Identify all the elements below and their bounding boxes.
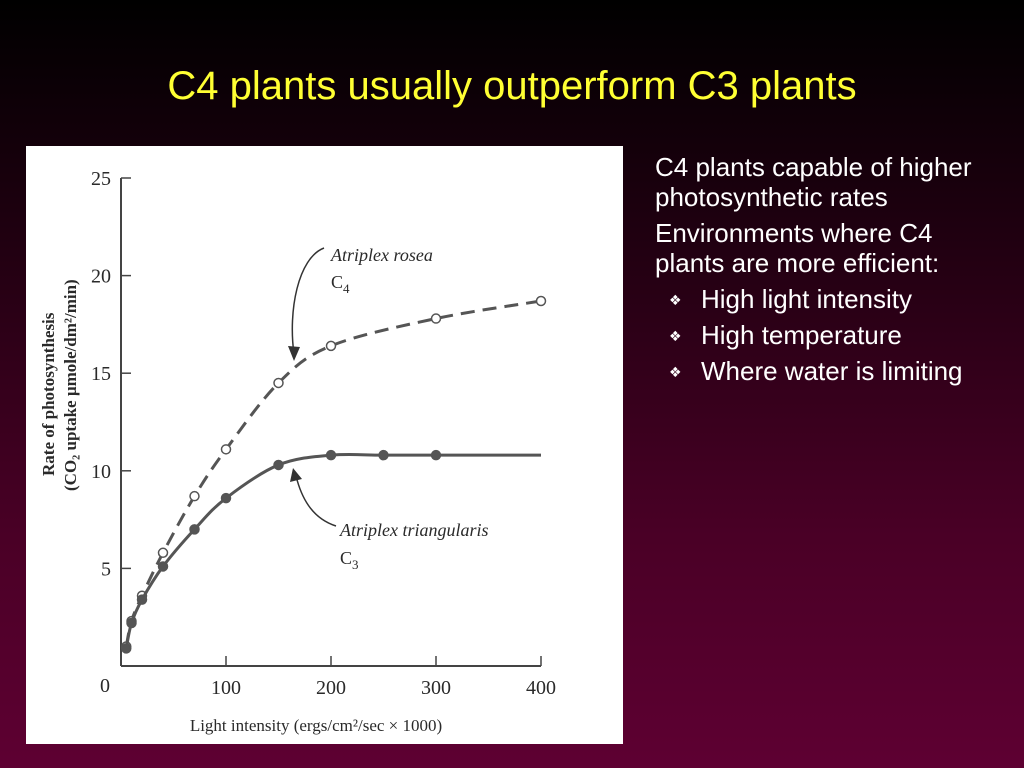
slide-title: C4 plants usually outperform C3 plants (167, 64, 857, 108)
x-axis-label: Light intensity (ergs/cm²/sec × 1000) (190, 716, 442, 735)
annotation-c4-species: Atriplex rosea (330, 245, 433, 265)
data-point (535, 295, 547, 307)
x-tick-label: 100 (211, 677, 241, 699)
data-point (126, 617, 137, 629)
annotation-c3-letter: C (340, 548, 352, 568)
annotation-c3-arrow (295, 475, 337, 527)
data-point (136, 594, 148, 605)
x-tick-label: 400 (526, 677, 556, 699)
axis-tick-labels: 0 100 200 300 400 5 10 15 20 25 (91, 168, 556, 699)
diamond-bullet-icon: ❖ (669, 365, 682, 381)
data-point (220, 444, 232, 455)
data-point (273, 459, 284, 471)
data-point (189, 524, 200, 535)
data-point (157, 561, 169, 572)
data-point (430, 313, 442, 324)
annotation-c3-species: Atriplex triangularis (339, 520, 489, 540)
data-point (220, 492, 232, 504)
x-tick-label: 300 (421, 677, 451, 699)
bullet-point: Environments where C4 plants are more ef… (655, 218, 940, 278)
y-axis-label-line2: (CO₂ uptake µmole/dm²/min) (61, 279, 80, 491)
data-point (430, 449, 442, 461)
annotation-c3-arrowhead (290, 468, 302, 482)
series-line-c3 (124, 452, 541, 649)
annotation-c4: Atriplex rosea C4 (288, 245, 433, 361)
data-point (189, 490, 200, 502)
data-point (325, 449, 337, 461)
y-tick-label: 10 (91, 461, 111, 483)
annotation-c3: Atriplex triangularis C3 (290, 468, 489, 572)
bullet-point: C4 plants capable of higher photosynthet… (655, 152, 972, 212)
y-tick-label: 20 (91, 266, 111, 288)
annotation-c4-arrow (291, 247, 325, 355)
annotation-c4-type: C4 (331, 272, 350, 296)
line-chart: 0 100 200 300 400 5 10 15 20 25 Rate of photosyn… (39, 168, 556, 735)
series-layer (121, 295, 547, 654)
data-point (157, 547, 169, 559)
annotation-c3-type: C3 (340, 548, 359, 572)
bullet-list: C4 plants capable of higher photosynthet… (655, 152, 995, 392)
data-point (378, 449, 389, 461)
sub-bullet-list: ❖ High light intensity ❖ High temperatur… (655, 284, 995, 386)
chart-figure: 0 100 200 300 400 5 10 15 20 25 Rate of photosyn… (26, 146, 623, 744)
data-point (121, 643, 132, 654)
sub-bullet-text: Where water is limiting (701, 356, 963, 386)
y-tick-label: 25 (91, 168, 111, 190)
diamond-bullet-icon: ❖ (669, 293, 682, 309)
y-tick-label: 15 (91, 363, 111, 385)
sub-bullet-item: ❖ High temperature (655, 320, 995, 350)
axis-ticks (121, 177, 542, 666)
sub-bullet-item: ❖ High light intensity (655, 284, 995, 314)
annotation-c3-subscript: 3 (352, 557, 359, 572)
annotation-c4-subscript: 4 (343, 281, 350, 296)
diamond-bullet-icon: ❖ (669, 329, 682, 345)
sub-bullet-text: High light intensity (701, 284, 912, 314)
origin-label: 0 (100, 675, 110, 697)
annotation-c4-arrowhead (288, 346, 300, 361)
sub-bullet-text: High temperature (701, 320, 902, 350)
series-line-c4 (124, 299, 542, 647)
annotation-c4-letter: C (331, 272, 343, 292)
data-point (325, 340, 337, 352)
y-axis-label-line1: Rate of photosynthesis (39, 312, 58, 476)
data-point (273, 377, 284, 389)
y-tick-label: 5 (101, 558, 111, 580)
x-tick-label: 200 (316, 677, 346, 699)
sub-bullet-item: ❖ Where water is limiting (655, 356, 995, 386)
